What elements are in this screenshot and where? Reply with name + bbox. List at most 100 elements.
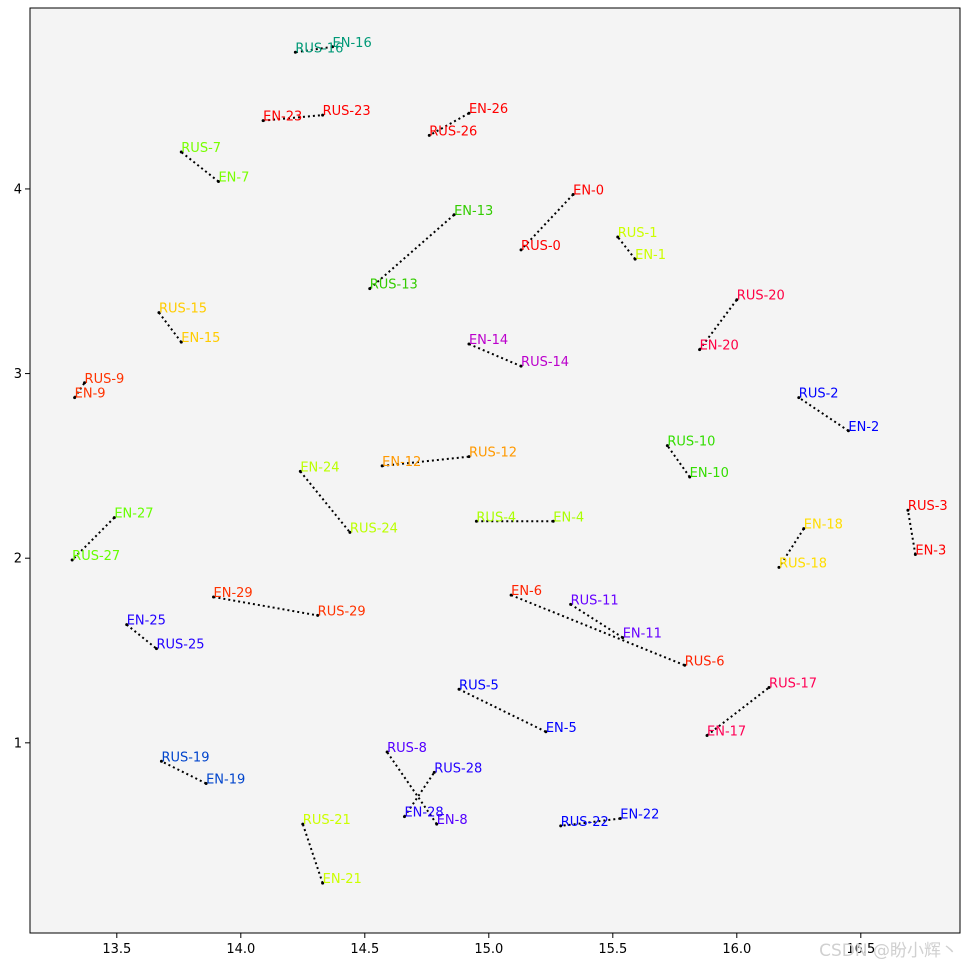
rus-label: RUS-12 (469, 446, 517, 461)
pair-17: EN-17 RUS-17 (705, 676, 817, 739)
rus-point (519, 248, 523, 252)
pair-14: EN-14 RUS-14 (467, 333, 569, 370)
en-point (802, 527, 806, 531)
watermark: CSDN @盼小辉丶 (819, 941, 958, 961)
rus-point (559, 824, 563, 828)
connector-line (570, 603, 624, 639)
rus-label: RUS-15 (159, 302, 207, 317)
pair-3: EN-3 RUS-3 (906, 499, 948, 559)
pair-25: EN-25 RUS-25 (125, 614, 205, 653)
pair-12: EN-12 RUS-12 (380, 446, 517, 470)
pair-19: EN-19 RUS-19 (159, 750, 245, 787)
en-label: EN-13 (454, 204, 493, 219)
pair-27: EN-27 RUS-27 (70, 507, 153, 564)
pair-20: EN-20 RUS-20 (698, 289, 785, 354)
en-point (435, 822, 439, 826)
en-label: EN-6 (511, 584, 542, 599)
en-point (688, 475, 692, 479)
rus-point (159, 759, 163, 763)
rus-point (432, 770, 436, 774)
y-tick-label: 2 (14, 552, 22, 567)
en-label: EN-11 (623, 627, 662, 642)
en-label: EN-7 (218, 171, 249, 186)
x-tick-label: 16.0 (722, 942, 751, 957)
rus-label: RUS-0 (521, 239, 561, 254)
en-point (618, 817, 622, 821)
en-point (204, 781, 208, 785)
connector-line (706, 686, 770, 737)
pair-8: EN-8 RUS-8 (385, 741, 468, 828)
rus-point (321, 113, 325, 117)
rus-point (154, 647, 158, 651)
x-tick-label: 14.0 (226, 942, 255, 957)
rus-point (519, 364, 523, 368)
rus-label: RUS-27 (72, 549, 120, 564)
y-tick-label: 1 (14, 736, 22, 751)
rus-label: RUS-9 (85, 372, 125, 387)
pair-24: EN-24 RUS-24 (298, 460, 398, 536)
x-axis: 13.5 14.0 14.5 15.0 15.5 16.0 16.5 (102, 933, 875, 957)
en-point (509, 593, 513, 597)
rus-point (474, 519, 478, 523)
rus-point (665, 444, 669, 448)
en-point (633, 257, 637, 261)
en-point (212, 595, 216, 599)
rus-label: RUS-21 (303, 813, 351, 828)
y-tick-label: 3 (14, 367, 22, 382)
connector-line (295, 45, 333, 54)
en-label: EN-19 (206, 772, 245, 787)
en-point (467, 342, 471, 346)
rus-point (683, 663, 687, 667)
pair-15: EN-15 RUS-15 (157, 302, 220, 346)
pair-7: EN-7 RUS-7 (179, 141, 249, 186)
rus-label: RUS-28 (434, 761, 482, 776)
rus-point (70, 558, 74, 562)
en-label: EN-10 (690, 466, 729, 481)
en-point (452, 213, 456, 217)
en-label: EN-8 (437, 813, 468, 828)
rus-label: RUS-6 (685, 654, 725, 669)
rus-point (569, 602, 573, 606)
en-point (125, 623, 129, 627)
rus-point (616, 235, 620, 239)
rus-point (427, 133, 431, 137)
rus-label: RUS-18 (779, 556, 827, 571)
en-point (621, 636, 625, 640)
pair-29: EN-29 RUS-29 (212, 586, 366, 619)
rus-point (735, 298, 739, 302)
rus-label: RUS-25 (156, 638, 204, 653)
y-tick-label: 4 (14, 182, 22, 197)
en-label: EN-22 (620, 808, 659, 823)
x-tick-label: 16.5 (846, 942, 875, 957)
connector-line (510, 594, 686, 667)
pair-13: EN-13 RUS-13 (368, 204, 493, 293)
rus-label: RUS-7 (181, 141, 221, 156)
en-label: EN-5 (546, 721, 577, 736)
en-label: EN-0 (573, 183, 604, 198)
rus-label: RUS-26 (429, 124, 477, 139)
rus-label: RUS-4 (476, 510, 516, 525)
rus-point (301, 822, 305, 826)
rus-label: RUS-13 (370, 278, 418, 293)
plot-area (29, 7, 961, 934)
en-point (298, 469, 302, 473)
en-label: EN-12 (382, 455, 421, 470)
en-label: EN-26 (469, 102, 508, 117)
rus-label: RUS-11 (571, 593, 619, 608)
rus-label: RUS-10 (667, 435, 715, 450)
en-point (380, 464, 384, 468)
rus-point (767, 685, 771, 689)
rus-point (457, 687, 461, 691)
rus-point (83, 381, 87, 385)
connector-line (666, 444, 691, 478)
pair-23: EN-23 RUS-23 (261, 104, 371, 125)
en-point (846, 429, 850, 433)
en-point (73, 396, 77, 400)
pair-6: EN-6 RUS-6 (509, 584, 725, 669)
en-point (331, 45, 335, 49)
pair-26: EN-26 RUS-26 (427, 102, 508, 139)
rus-label: RUS-17 (769, 676, 817, 691)
en-label: EN-4 (553, 510, 584, 525)
y-axis: 1 2 3 4 (14, 182, 30, 751)
rus-label: RUS-8 (387, 741, 427, 756)
